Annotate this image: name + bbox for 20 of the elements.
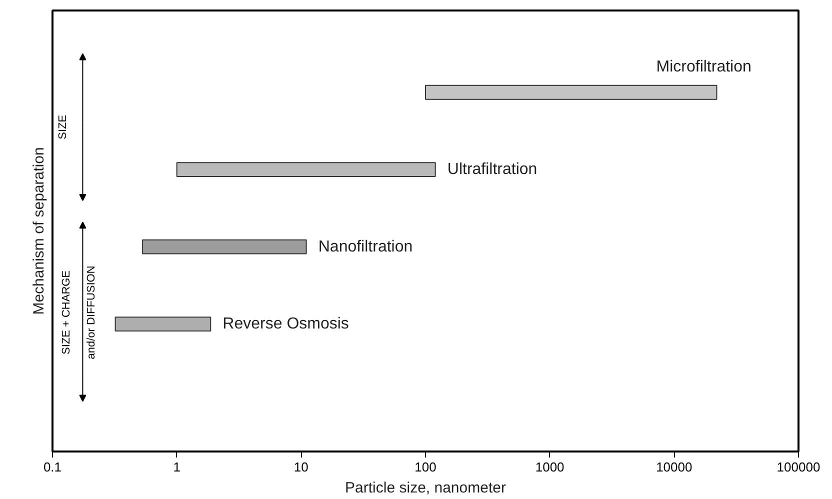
bar xyxy=(176,162,436,178)
x-tick-label: 1 xyxy=(173,460,180,474)
annotation: Ultrafiltration xyxy=(447,161,538,178)
bar xyxy=(142,239,307,254)
bar xyxy=(114,316,212,332)
x-tick-label: 10 xyxy=(294,460,308,474)
annotation: SIZE + CHARGE xyxy=(60,270,73,355)
annotation: Microfiltration xyxy=(656,58,752,76)
x-axis-title: Particle size, nanometer xyxy=(345,480,506,496)
x-tick-label: 100 xyxy=(414,460,436,474)
x-tick-label: 100000 xyxy=(776,460,820,474)
bar xyxy=(425,84,718,100)
annotation: Nanofiltration xyxy=(318,238,413,256)
x-tick-label: 0.1 xyxy=(43,460,62,474)
annotation: SIZE xyxy=(57,114,70,140)
y-axis-title: Mechanism of separation xyxy=(30,147,48,315)
annotation: Reverse Osmosis xyxy=(222,316,349,333)
x-tick-label: 10000 xyxy=(656,460,692,474)
x-tick-label: 1000 xyxy=(535,460,564,474)
annotation: and/or DIFFUSION xyxy=(85,266,98,360)
